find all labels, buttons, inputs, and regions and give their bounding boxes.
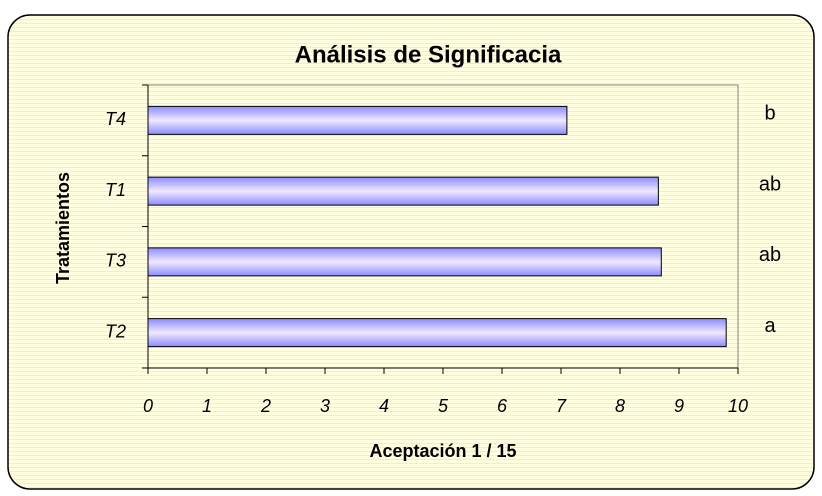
y-tick-label: T4 <box>105 109 126 129</box>
bar <box>147 247 662 277</box>
x-tick-label: 2 <box>260 396 271 416</box>
bar <box>147 105 568 135</box>
x-axis-label: Aceptación 1 / 15 <box>369 441 516 461</box>
x-tick-label: 9 <box>674 396 684 416</box>
x-tick-label: 7 <box>556 396 567 416</box>
annotation: a <box>764 315 776 337</box>
x-tick-label: 6 <box>497 396 508 416</box>
annotation: b <box>764 103 775 125</box>
annotation: ab <box>759 173 781 195</box>
x-tick-label: 3 <box>320 396 330 416</box>
x-tick-label: 10 <box>728 396 748 416</box>
y-tick-label: T3 <box>105 251 126 271</box>
bar <box>147 176 659 206</box>
x-tick-label: 1 <box>202 396 212 416</box>
chart-title: Análisis de Significacia <box>295 41 562 68</box>
x-tick-label: 8 <box>615 396 625 416</box>
x-tick-label: 4 <box>379 396 389 416</box>
y-tick-label: T2 <box>105 321 126 341</box>
y-tick-label: T1 <box>105 180 126 200</box>
y-axis-label: Tratamientos <box>53 172 73 284</box>
x-tick-label: 5 <box>438 396 449 416</box>
bar <box>147 318 727 348</box>
x-tick-label: 0 <box>143 396 153 416</box>
annotation: ab <box>759 244 781 266</box>
